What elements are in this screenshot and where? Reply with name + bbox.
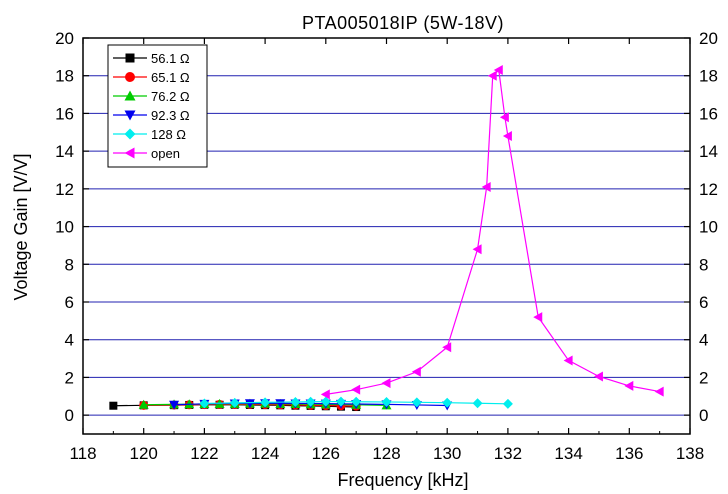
- data-point: [169, 400, 180, 410]
- series-line: [325, 68, 660, 395]
- y-tick-label: 20: [55, 29, 74, 48]
- data-point: [124, 147, 135, 159]
- data-point: [290, 396, 301, 407]
- grid-lines: [83, 75, 690, 416]
- data-point: [472, 244, 482, 255]
- legend-label: 56.1 Ω: [151, 51, 190, 66]
- legend-item: 128 Ω: [113, 127, 186, 142]
- y-tick-label: 10: [55, 218, 74, 237]
- data-point: [411, 366, 421, 377]
- y-tick-label: 6: [65, 293, 74, 312]
- data-point: [487, 70, 497, 81]
- data-point: [654, 386, 664, 397]
- y-tick-label-right: 2: [699, 368, 708, 387]
- data-point: [533, 312, 543, 323]
- x-tick-label: 136: [615, 444, 643, 463]
- data-point: [244, 399, 255, 409]
- data-point: [411, 397, 422, 408]
- data-point: [624, 380, 634, 391]
- data-point: [109, 401, 118, 410]
- y-tick-label: 4: [65, 331, 74, 350]
- data-point: [124, 90, 136, 101]
- y-tick-label-right: 14: [699, 142, 718, 161]
- y-tick-label-right: 16: [699, 104, 718, 123]
- x-tick-label: 128: [372, 444, 400, 463]
- x-tick-label: 138: [676, 444, 704, 463]
- x-tick-label: 118: [69, 444, 96, 463]
- legend: 56.1 Ω 65.1 Ω 76.2 Ω 92.3 Ω 128 Ω open: [107, 44, 208, 168]
- data-point: [125, 72, 135, 82]
- x-tick-label: 126: [312, 444, 340, 463]
- legend-label: 92.3 Ω: [151, 108, 190, 123]
- data-point: [335, 396, 346, 407]
- y-tick-label: 16: [55, 104, 74, 123]
- x-tick-label: 134: [554, 444, 582, 463]
- data-point: [260, 397, 271, 408]
- legend-item: 56.1 Ω: [113, 51, 190, 66]
- data-point: [593, 371, 603, 382]
- legend-label: 65.1 Ω: [151, 70, 190, 85]
- data-point: [124, 128, 136, 140]
- data-point: [351, 396, 362, 407]
- y-axis-label: Voltage Gain [V/V]: [11, 153, 31, 300]
- y-tick-label-right: 4: [699, 331, 708, 350]
- legend-label: 76.2 Ω: [151, 89, 190, 104]
- data-point: [502, 131, 512, 142]
- y-tick-label: 18: [55, 67, 74, 86]
- y-tick-label-right: 10: [699, 218, 718, 237]
- data-point: [442, 342, 452, 353]
- x-tick-label: 124: [251, 444, 279, 463]
- data-point: [493, 65, 503, 76]
- data-point: [502, 398, 513, 409]
- data-point: [320, 396, 331, 407]
- chart-title: PTA005018IP (5W-18V): [302, 13, 504, 33]
- legend-box: [107, 44, 208, 168]
- y-tick-label-right: 0: [699, 406, 708, 425]
- legend-label: 128 Ω: [151, 127, 186, 142]
- y-tick-label: 2: [65, 368, 74, 387]
- data-point: [563, 355, 573, 366]
- data-point: [351, 384, 361, 395]
- legend-item: open: [113, 146, 180, 161]
- y-tick-label-right: 20: [699, 29, 718, 48]
- y-tick-label: 8: [65, 255, 74, 274]
- plot-series: [109, 65, 664, 412]
- data-point: [472, 398, 483, 409]
- y-tick-label-right: 6: [699, 293, 708, 312]
- data-point: [381, 396, 392, 407]
- x-tick-label: 132: [494, 444, 522, 463]
- series: [199, 396, 513, 409]
- data-point: [125, 53, 135, 63]
- data-point: [381, 378, 391, 389]
- x-axis-label: Frequency [kHz]: [337, 470, 468, 490]
- legend-item: 76.2 Ω: [113, 89, 190, 104]
- y-tick-label-right: 18: [699, 67, 718, 86]
- x-tick-label: 122: [190, 444, 218, 463]
- y-tick-label: 0: [65, 406, 74, 425]
- x-tick-label: 130: [433, 444, 461, 463]
- legend-label: open: [151, 146, 180, 161]
- data-point: [229, 397, 240, 408]
- data-point: [499, 112, 509, 123]
- data-point: [442, 397, 453, 408]
- y-tick-label: 14: [55, 142, 74, 161]
- series: [320, 65, 664, 400]
- data-point: [320, 389, 330, 400]
- y-tick-label: 12: [55, 180, 74, 199]
- data-point: [481, 181, 491, 192]
- legend-item: 65.1 Ω: [113, 70, 190, 85]
- x-tick-label: 120: [130, 444, 158, 463]
- data-point: [124, 110, 136, 121]
- legend-item: 92.3 Ω: [113, 108, 190, 123]
- y-tick-label-right: 12: [699, 180, 718, 199]
- data-point: [305, 396, 316, 407]
- data-point: [138, 399, 149, 409]
- data-point: [199, 398, 210, 409]
- y-tick-label-right: 8: [699, 255, 708, 274]
